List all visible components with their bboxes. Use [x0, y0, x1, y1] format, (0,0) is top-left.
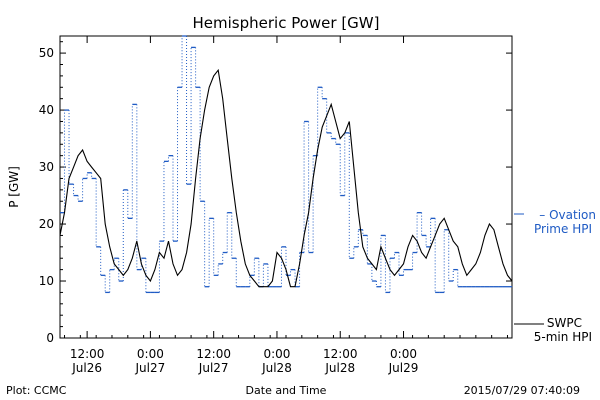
x-tick-date-label: Jul26 — [71, 361, 102, 375]
series-swpc-line — [59, 68, 513, 288]
y-axis-label: P [GW] — [7, 166, 21, 208]
y-tick-label: 30 — [39, 160, 54, 174]
x-axis-label: Date and Time — [246, 384, 327, 397]
x-tick-time-label: 0:00 — [137, 347, 164, 361]
legend-swpc-line2: 5-min HPI — [534, 330, 592, 344]
x-tick-date-label: Jul28 — [324, 361, 355, 375]
y-tick-label: 40 — [39, 103, 54, 117]
footer-timestamp: 2015/07/29 07:40:09 — [464, 384, 580, 397]
x-tick-date-label: Jul27 — [135, 361, 166, 375]
x-axis-ticks: 12:00Jul260:00Jul2712:00Jul270:00Jul2812… — [64, 36, 508, 375]
y-tick-label: 0 — [46, 331, 54, 345]
chart-title: Hemispheric Power [GW] — [193, 14, 380, 32]
x-tick-date-label: Jul29 — [388, 361, 419, 375]
y-axis-ticks: 0 10 20 30 40 50 — [39, 41, 512, 345]
series-layer — [59, 35, 513, 294]
footer-plot-credit: Plot: CCMC — [6, 384, 67, 397]
x-tick-time-label: 0:00 — [263, 347, 290, 361]
legend-ovation-line1: – Ovation — [539, 208, 596, 222]
y-tick-label: 10 — [39, 274, 54, 288]
x-tick-date-label: Jul28 — [261, 361, 292, 375]
y-tick-label: 50 — [39, 46, 54, 60]
x-tick-date-label: Jul27 — [198, 361, 229, 375]
x-tick-time-label: 12:00 — [196, 347, 231, 361]
x-tick-time-label: 12:00 — [323, 347, 358, 361]
y-tick-label: 20 — [39, 217, 54, 231]
legend: – Ovation Prime HPI SWPC 5-min HPI — [514, 208, 596, 344]
series-ovation — [60, 35, 512, 294]
legend-swpc-line1: SWPC — [547, 316, 582, 330]
x-tick-time-label: 0:00 — [390, 347, 417, 361]
legend-ovation-line2: Prime HPI — [534, 222, 592, 236]
x-tick-time-label: 12:00 — [70, 347, 105, 361]
